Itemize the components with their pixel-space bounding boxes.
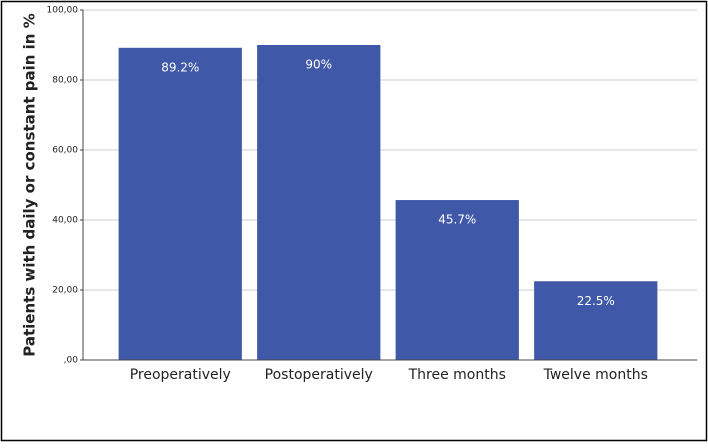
value-label: 22.5% — [577, 294, 615, 308]
x-tick-label: Postoperatively — [265, 367, 373, 383]
y-tick-label: 60,00 — [52, 146, 78, 156]
value-label: 45.7% — [438, 213, 476, 227]
x-tick-label: Twelve months — [543, 367, 648, 383]
y-axis-label: Patients with daily or constant pain in … — [21, 13, 39, 356]
y-tick-label: ,00 — [64, 356, 79, 366]
bar — [257, 45, 381, 360]
y-tick-label: 20,00 — [52, 286, 78, 296]
bar — [395, 200, 519, 360]
y-tick-label: 40,00 — [52, 216, 78, 226]
x-tick-label: Three months — [408, 367, 506, 383]
y-tick-label: 80,00 — [52, 76, 78, 86]
value-label: 89.2% — [161, 60, 199, 74]
y-tick-label: 100,00 — [47, 6, 79, 16]
bar — [118, 47, 242, 361]
value-label: 90% — [305, 58, 332, 72]
bar — [534, 281, 658, 360]
x-tick-label: Preoperatively — [130, 367, 231, 383]
